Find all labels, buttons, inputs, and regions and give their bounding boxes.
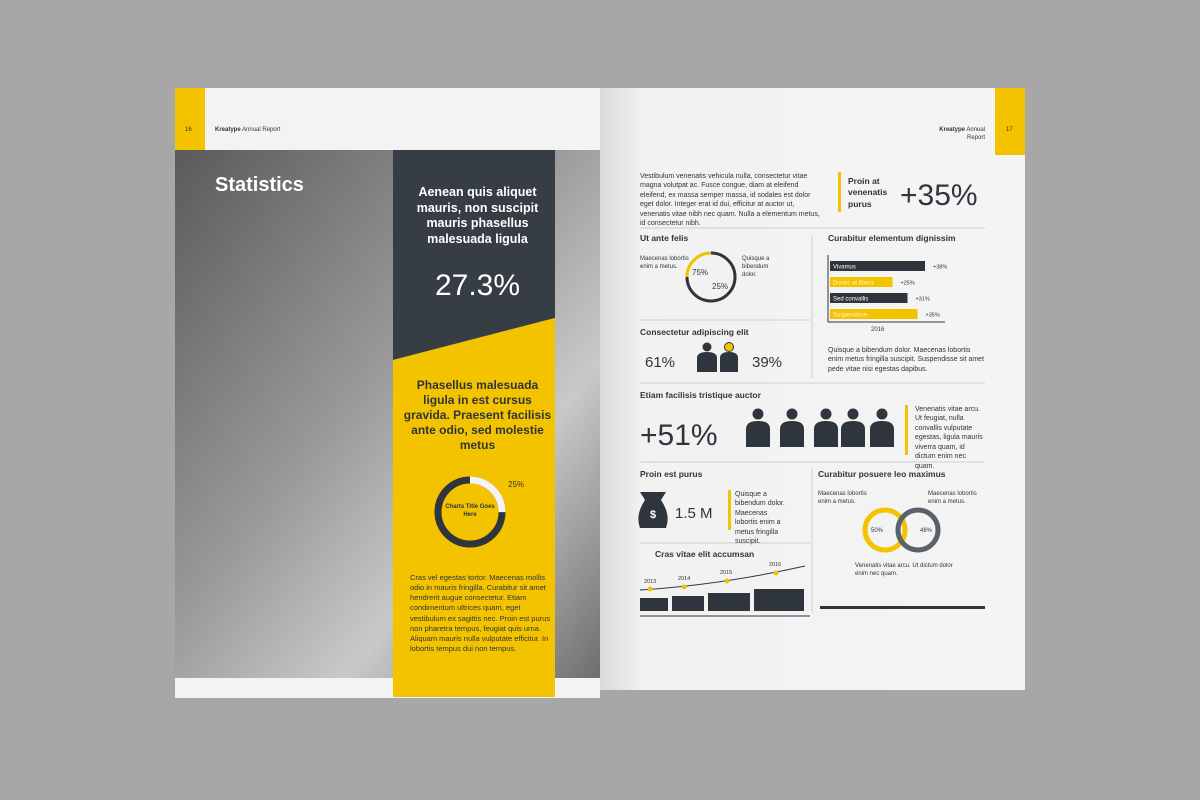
ring-text: Maecenas lobortis enim a metus. [640,256,689,271]
panel-stat: 27.3% [434,269,521,302]
bar-label: Sed convallis [833,297,868,303]
panel-heading: Aenean quis aliquet mauris, non suscipit… [416,185,539,246]
year: 2015 [720,570,733,576]
donut-label: 25% [508,480,525,489]
header-text: Annual Report [242,127,281,133]
venn-circle [895,507,941,553]
title: Statistics [215,174,304,196]
venn-label: 48% [920,528,933,534]
ring-arc [685,251,737,303]
section-title: Curabitur elementum dignissim [828,233,956,243]
venn-label: 50% [871,528,884,534]
tab [175,88,205,150]
bar [830,277,893,287]
timeline-dots [647,570,779,592]
header-text: Annual Report [966,127,985,142]
year: 2016 [769,562,782,568]
bar [830,293,908,303]
section-title: Curabitur posuere leo maximus [818,469,946,479]
bar [830,309,918,319]
yellow-heading: Phasellus malesuada ligula in est cursus… [403,378,552,452]
year: 2013 [644,579,657,585]
bars-x-label: 2016 [871,327,885,333]
highlight-label: Proin at venenatis purus [848,176,888,209]
bar-label: Suspendisse [833,313,868,319]
venn-text: Maecenas lobortis enim a metus. [928,491,977,506]
dividers [640,227,985,612]
dollar-icon: $ [650,509,656,521]
running-header: Kreatype Annual Report [930,126,985,142]
highlight-stat: +35% [900,179,978,212]
bar-label: Vivamus [833,265,856,271]
donut-arc [434,476,506,548]
bar-value: +38% [933,265,947,271]
running-header: Kreatype Annual Report [215,126,280,134]
section-title: Etiam facilisis tristique auctor [640,390,761,400]
stat: 39% [752,354,783,371]
year: 2014 [678,576,691,582]
bar-value: +25% [901,281,915,287]
intro: Vestibulum venenatis vehicula nulla, con… [640,173,820,228]
trucks [640,589,804,611]
ring-label: 75% [692,268,709,277]
rule [820,606,985,609]
section-title: Consectetur adipiscing elit [640,327,749,337]
people-icons [638,342,894,528]
section-title: Proin est purus [640,469,703,479]
stat: +51% [640,419,718,452]
bar-value: +31% [916,297,930,303]
ring-label: 25% [712,282,729,291]
bar-label: Donec at libero [833,281,874,287]
dark-panel [393,150,555,360]
bars-caption: Quisque a bibendum dolor. Maecenas lobor… [828,347,985,373]
ring-text: Quisque a bibendum dolor. [742,256,770,279]
body-text: Cras vel egestas tortor. Maecenas mollis… [410,573,551,653]
body-text: Quisque a bibendum dolor. Maecenas lobor… [735,491,785,546]
page-number: 16 [185,127,192,133]
bar [830,261,925,271]
stat: 1.5 M [675,505,713,522]
venn-text: Venenatis vitae arcu. Ut dictum dolor en… [855,563,953,578]
trend-line [639,565,806,591]
body-text: Venenatis vitae arcu. Ut feugiat, nulla … [915,406,983,470]
venn-text: Maecenas lobortis enim a metus. [818,491,867,506]
donut-center: Charts Title Goes Here [445,504,495,519]
brand: Kreatype [215,127,241,133]
bar-value: +35% [926,313,940,319]
page-number: 17 [1006,127,1013,133]
venn-circle [862,507,908,553]
accent-bars [728,172,908,530]
tab [995,88,1025,155]
brand: Kreatype [939,127,965,133]
stat: 61% [645,354,676,371]
section-title: Ut ante felis [640,233,689,243]
yellow-panel [393,318,555,697]
section-title: Cras vitae elit accumsan [655,549,755,559]
